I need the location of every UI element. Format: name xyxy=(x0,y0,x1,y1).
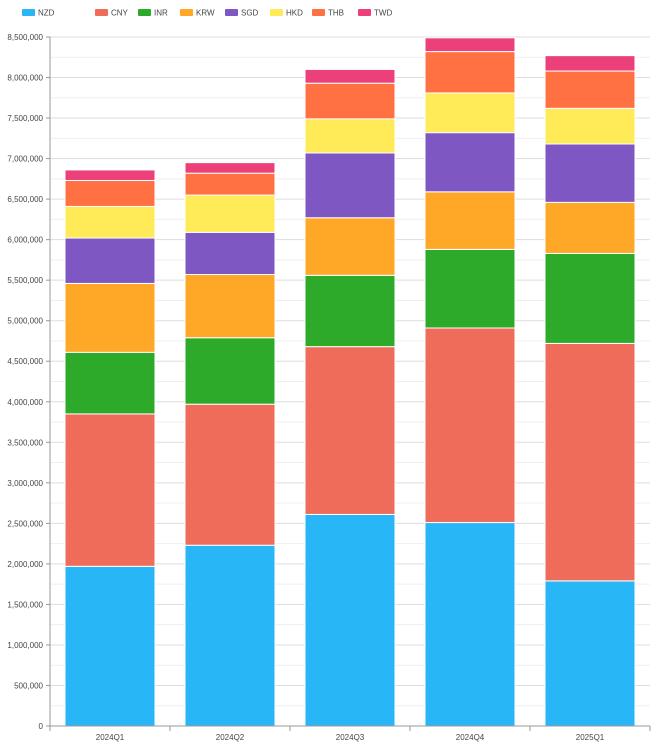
bar-segment-cny[interactable] xyxy=(424,327,516,524)
y-tick-label: 8,000,000 xyxy=(7,74,43,83)
bar-segment-twd[interactable] xyxy=(184,162,276,174)
bar-stack-2024Q2 xyxy=(184,162,276,727)
bar-segment-cny[interactable] xyxy=(184,403,276,546)
y-tick-label: 500,000 xyxy=(14,681,43,690)
chart-legend: NZD CNY INR KRW SGD HKD THB TWD xyxy=(22,9,392,18)
y-tick-label: 2,000,000 xyxy=(7,560,43,569)
bar-segment-sgd[interactable] xyxy=(424,132,516,193)
legend-label: NZD xyxy=(38,9,55,18)
bar-segment-krw[interactable] xyxy=(64,282,156,353)
bar-segment-nzd[interactable] xyxy=(544,580,636,727)
bar-segment-krw[interactable] xyxy=(184,274,276,339)
y-tick-label: 6,000,000 xyxy=(7,236,43,245)
bar-segment-hkd[interactable] xyxy=(544,107,636,145)
legend-label: THB xyxy=(328,9,344,18)
bar-segment-hkd[interactable] xyxy=(424,92,516,134)
bar-segment-krw[interactable] xyxy=(304,217,396,276)
legend-label: TWD xyxy=(374,9,392,18)
legend-item-twd[interactable]: TWD xyxy=(358,9,392,18)
bar-segment-cny[interactable] xyxy=(64,413,156,567)
legend-swatch xyxy=(358,9,371,16)
legend-swatch xyxy=(225,9,238,16)
legend-swatch xyxy=(22,9,35,16)
y-tick-label: 1,500,000 xyxy=(7,600,43,609)
y-tick-label: 2,500,000 xyxy=(7,519,43,528)
legend-swatch xyxy=(95,9,108,16)
bar-segment-nzd[interactable] xyxy=(64,565,156,727)
y-tick-label: 4,000,000 xyxy=(7,398,43,407)
bar-segment-hkd[interactable] xyxy=(64,205,156,239)
legend-item-thb[interactable]: THB xyxy=(312,9,344,18)
legend-label: INR xyxy=(154,9,168,18)
y-tick-label: 8,500,000 xyxy=(7,33,43,42)
legend-label: HKD xyxy=(286,9,303,18)
bar-segment-sgd[interactable] xyxy=(304,152,396,219)
bar-stack-2025Q1 xyxy=(544,55,636,727)
x-tick-label: 2024Q2 xyxy=(216,733,245,742)
bar-segment-hkd[interactable] xyxy=(184,194,276,233)
bar-segment-inr[interactable] xyxy=(544,252,636,344)
y-tick-label: 1,000,000 xyxy=(7,641,43,650)
y-tick-label: 4,500,000 xyxy=(7,357,43,366)
legend-item-inr[interactable]: INR xyxy=(138,9,168,18)
x-tick-label: 2025Q1 xyxy=(576,733,605,742)
legend-swatch xyxy=(138,9,151,16)
legend-label: CNY xyxy=(111,9,129,18)
bar-segment-sgd[interactable] xyxy=(64,237,156,284)
bar-segment-krw[interactable] xyxy=(544,201,636,254)
bar-segment-nzd[interactable] xyxy=(184,544,276,727)
bar-segment-twd[interactable] xyxy=(64,169,156,181)
legend-item-nzd[interactable]: NZD xyxy=(22,9,55,18)
y-axis: 0 500,000 1,000,000 1,500,000 2,000,000 2,500… xyxy=(7,33,51,731)
y-tick-label: 0 xyxy=(39,722,44,731)
y-tick-label: 7,000,000 xyxy=(7,155,43,164)
bar-segment-twd[interactable] xyxy=(304,68,396,84)
bar-segment-krw[interactable] xyxy=(424,191,516,250)
bar-segment-twd[interactable] xyxy=(424,37,516,53)
y-tick-label: 7,500,000 xyxy=(7,114,43,123)
y-tick-label: 3,500,000 xyxy=(7,438,43,447)
bar-segment-sgd[interactable] xyxy=(544,143,636,203)
legend-swatch xyxy=(270,9,283,16)
bar-stack-2024Q3 xyxy=(304,68,396,727)
bar-segment-hkd[interactable] xyxy=(304,118,396,154)
bar-stack-2024Q1 xyxy=(64,169,156,727)
bar-segment-nzd[interactable] xyxy=(304,513,396,727)
bar-segment-thb[interactable] xyxy=(184,172,276,196)
bars xyxy=(64,37,636,727)
legend-label: SGD xyxy=(241,9,259,18)
bar-segment-inr[interactable] xyxy=(64,351,156,415)
legend-label: KRW xyxy=(196,9,215,18)
y-tick-label: 3,000,000 xyxy=(7,479,43,488)
legend-item-krw[interactable]: KRW xyxy=(180,9,215,18)
bar-segment-thb[interactable] xyxy=(304,82,396,120)
bar-segment-inr[interactable] xyxy=(304,274,396,348)
legend-item-hkd[interactable]: HKD xyxy=(270,9,303,18)
bar-segment-twd[interactable] xyxy=(544,55,636,72)
x-tick-label: 2024Q1 xyxy=(96,733,125,742)
x-tick-label: 2024Q3 xyxy=(336,733,365,742)
bar-segment-inr[interactable] xyxy=(184,337,276,405)
y-tick-label: 5,000,000 xyxy=(7,317,43,326)
y-tick-label: 6,500,000 xyxy=(7,195,43,204)
bar-segment-cny[interactable] xyxy=(304,346,396,515)
legend-swatch xyxy=(312,9,325,16)
bar-stack-2024Q4 xyxy=(424,37,516,727)
legend-item-sgd[interactable]: SGD xyxy=(225,9,259,18)
bar-segment-cny[interactable] xyxy=(544,342,636,582)
bar-segment-sgd[interactable] xyxy=(184,231,276,276)
bar-segment-inr[interactable] xyxy=(424,248,516,329)
x-tick-label: 2024Q4 xyxy=(456,733,485,742)
x-axis: 2024Q1 2024Q2 2024Q3 2024Q4 2025Q1 xyxy=(49,725,651,742)
bar-segment-thb[interactable] xyxy=(544,70,636,109)
legend-item-cny[interactable]: CNY xyxy=(95,9,129,18)
y-tick-label: 5,500,000 xyxy=(7,276,43,285)
legend-swatch xyxy=(180,9,193,16)
bar-segment-nzd[interactable] xyxy=(424,522,516,727)
bar-segment-thb[interactable] xyxy=(424,51,516,94)
bar-segment-thb[interactable] xyxy=(64,179,156,207)
